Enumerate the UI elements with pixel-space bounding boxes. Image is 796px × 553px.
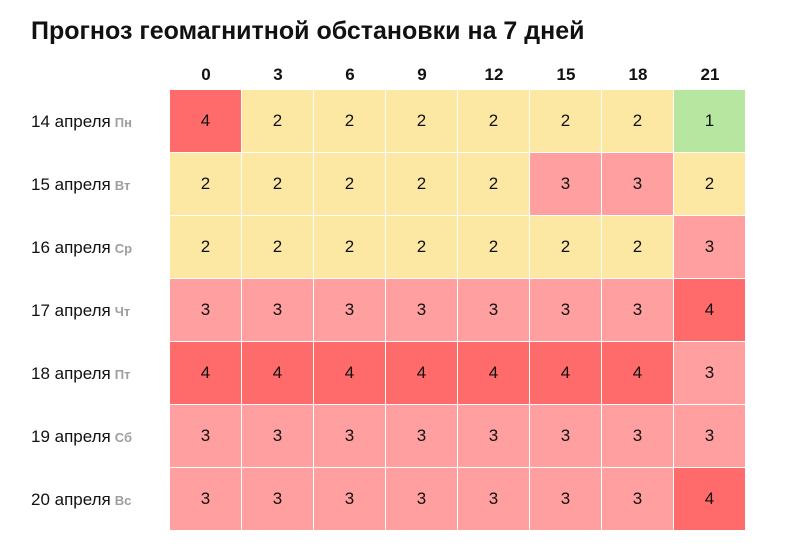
forecast-cell: 3: [602, 405, 673, 467]
day-weekday: Чт: [114, 304, 131, 319]
forecast-cell: 2: [674, 153, 745, 215]
forecast-cell: 3: [242, 405, 313, 467]
forecast-cell: 3: [530, 468, 601, 530]
day-date: 16 апреля: [31, 238, 111, 257]
forecast-cell: 4: [458, 342, 529, 404]
day-date: 17 апреля: [31, 301, 111, 320]
hour-header: 3: [273, 65, 283, 84]
forecast-cell: 2: [314, 90, 385, 152]
day-label: 15 апреля Вт: [31, 153, 130, 216]
forecast-cell: 3: [530, 153, 601, 215]
forecast-cell: 2: [602, 216, 673, 278]
forecast-cell: 3: [242, 279, 313, 341]
hour-header: 6: [345, 65, 355, 84]
forecast-cell: 4: [602, 342, 673, 404]
forecast-cell: 2: [602, 90, 673, 152]
day-weekday: Сб: [114, 430, 133, 445]
hour-header: 12: [484, 65, 504, 84]
forecast-cell: 2: [530, 90, 601, 152]
forecast-cell: 3: [170, 405, 241, 467]
forecast-cell: 2: [530, 216, 601, 278]
forecast-cell: 4: [386, 342, 457, 404]
day-date: 15 апреля: [31, 175, 111, 194]
day-label: 14 апреля Пн: [31, 90, 132, 153]
hour-header: 15: [556, 65, 576, 84]
forecast-cell: 3: [458, 405, 529, 467]
forecast-cell: 3: [674, 216, 745, 278]
day-label: 20 апреля Вс: [31, 468, 131, 531]
forecast-cell: 3: [170, 279, 241, 341]
forecast-cell: 4: [674, 279, 745, 341]
forecast-cell: 3: [386, 468, 457, 530]
forecast-cell: 1: [674, 90, 745, 152]
forecast-cell: 2: [458, 153, 529, 215]
forecast-cell: 3: [602, 279, 673, 341]
forecast-cell: 2: [170, 153, 241, 215]
forecast-cell: 3: [314, 279, 385, 341]
hour-header: 18: [628, 65, 648, 84]
forecast-cell: 3: [458, 279, 529, 341]
forecast-cell: 2: [170, 216, 241, 278]
forecast-cell: 3: [602, 153, 673, 215]
forecast-cell: 4: [170, 90, 241, 152]
hour-header: 21: [700, 65, 720, 84]
forecast-cell: 2: [314, 216, 385, 278]
day-date: 14 апреля: [31, 112, 111, 131]
forecast-cell: 2: [314, 153, 385, 215]
forecast-cell: 3: [386, 405, 457, 467]
forecast-cell: 3: [602, 468, 673, 530]
forecast-cell: 2: [386, 90, 457, 152]
forecast-cell: 4: [530, 342, 601, 404]
forecast-cell: 2: [458, 216, 529, 278]
forecast-cell: 4: [170, 342, 241, 404]
forecast-cell: 4: [242, 342, 313, 404]
forecast-cell: 2: [386, 216, 457, 278]
forecast-cell: 2: [242, 153, 313, 215]
page-title: Прогноз геомагнитной обстановки на 7 дне…: [31, 17, 585, 45]
day-weekday: Ср: [114, 241, 133, 256]
forecast-cell: 3: [386, 279, 457, 341]
forecast-cell: 4: [314, 342, 385, 404]
forecast-cell: 3: [170, 468, 241, 530]
forecast-cell: 3: [242, 468, 313, 530]
forecast-cell: 4: [674, 468, 745, 530]
forecast-cell: 2: [242, 90, 313, 152]
forecast-cell: 2: [386, 153, 457, 215]
day-label: 16 апреля Ср: [31, 216, 132, 279]
hour-header: 9: [417, 65, 427, 84]
forecast-cell: 2: [458, 90, 529, 152]
forecast-cell: 3: [314, 405, 385, 467]
day-weekday: Пт: [114, 367, 131, 382]
day-label: 18 апреля Пт: [31, 342, 130, 405]
day-date: 18 апреля: [31, 364, 111, 383]
hour-header: 0: [201, 65, 211, 84]
day-date: 20 апреля: [31, 490, 111, 509]
forecast-cell: 3: [530, 279, 601, 341]
forecast-cell: 3: [314, 468, 385, 530]
day-label: 17 апреля Чт: [31, 279, 130, 342]
forecast-cell: 3: [530, 405, 601, 467]
forecast-cell: 3: [674, 342, 745, 404]
day-weekday: Пн: [114, 115, 132, 130]
forecast-cell: 3: [674, 405, 745, 467]
day-date: 19 апреля: [31, 427, 111, 446]
day-weekday: Вт: [114, 178, 131, 193]
day-label: 19 апреля Сб: [31, 405, 132, 468]
day-weekday: Вс: [114, 493, 132, 508]
forecast-cell: 2: [242, 216, 313, 278]
forecast-cell: 3: [458, 468, 529, 530]
